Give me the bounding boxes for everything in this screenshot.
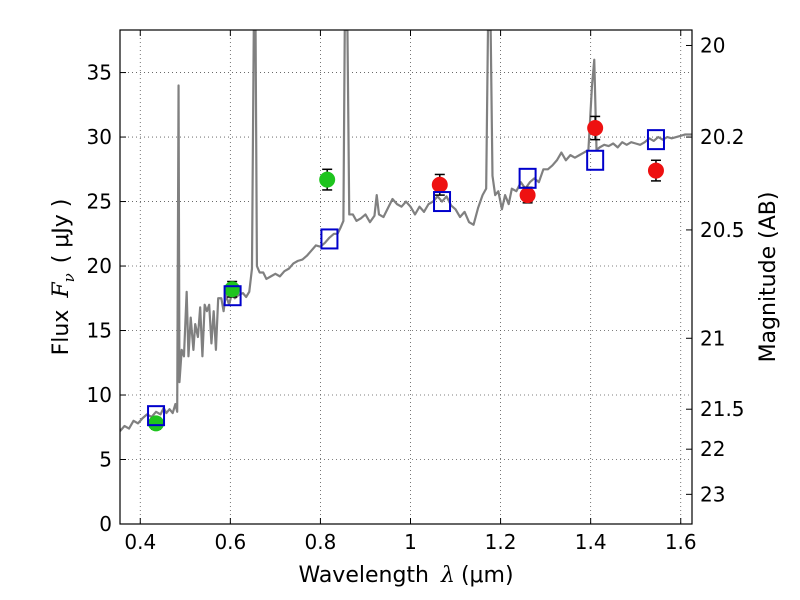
right-tick-label: 23 — [700, 482, 725, 506]
green-point — [319, 171, 336, 188]
red-point — [519, 187, 536, 204]
y-axis-symbol: F — [49, 282, 74, 299]
y-axis-title: Flux Fν ( μJy ) — [49, 199, 78, 356]
model-spectrum-line — [120, 30, 692, 432]
axes: 0.4 0.6 0.8 1 1.2 1.4 1.6 0 5 10 15 20 25 30 35 20 20.2 2… — [87, 30, 745, 554]
plot-frame — [119, 29, 693, 525]
right-tick-label: 21.5 — [700, 397, 745, 421]
y-tick-label: 15 — [87, 319, 112, 343]
right-tick-label: 20.2 — [700, 125, 745, 149]
y-tick-label: 0 — [99, 512, 112, 536]
green-point — [148, 415, 165, 432]
red-point — [431, 176, 448, 193]
green-point — [224, 281, 241, 298]
x-tick-label: 1.4 — [575, 530, 607, 554]
y-tick-label: 25 — [87, 190, 112, 214]
x-tick-label: 1.6 — [665, 530, 697, 554]
synthetic-photometry-box — [223, 285, 242, 307]
red-point — [647, 162, 664, 179]
y-axis-unit: ( μJy ) — [49, 199, 74, 264]
y-axis-subscript: ν — [60, 273, 78, 282]
synthetic-photometry-box — [320, 228, 339, 250]
x-tick-label: 0.8 — [305, 530, 337, 554]
y-tick-label: 10 — [87, 383, 112, 407]
right-tick-label: 20 — [700, 33, 725, 57]
y-tick-label: 5 — [99, 448, 112, 472]
x-tick-label: 1.2 — [485, 530, 517, 554]
x-axis-title: Wavelength λ (μm) — [298, 563, 513, 588]
plot-background — [120, 30, 692, 524]
right-tick-label: 22 — [700, 437, 725, 461]
x-axis-unit: (μm) — [461, 563, 514, 588]
synthetic-photometry-box — [433, 191, 452, 213]
right-axis-title: Magnitude (AB) — [756, 192, 781, 363]
plot-area — [120, 30, 692, 432]
synthetic-photometry-box — [586, 149, 605, 171]
x-axis-symbol: λ — [440, 563, 455, 588]
x-tick-label: 1 — [404, 530, 417, 554]
y-axis-label: Flux — [49, 310, 74, 356]
y-tick-label: 20 — [87, 254, 112, 278]
synthetic-photometry-box — [147, 405, 166, 427]
red-point — [587, 120, 604, 137]
y-tick-label: 35 — [87, 61, 112, 85]
synthetic-photometry-box — [518, 167, 537, 189]
x-tick-label: 0.6 — [214, 530, 246, 554]
x-tick-label: 0.4 — [124, 530, 156, 554]
y-tick-label: 30 — [87, 125, 112, 149]
right-tick-label: 20.5 — [700, 218, 745, 242]
x-axis-label: Wavelength — [298, 563, 429, 588]
right-tick-label: 21 — [700, 326, 725, 350]
synthetic-photometry-box — [646, 129, 665, 151]
